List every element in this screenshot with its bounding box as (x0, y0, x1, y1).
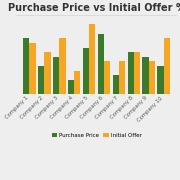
Bar (23, 38, 30, 180)
Bar (104, 62, 110, 180)
Bar (134, 52, 140, 180)
Bar (74, 71, 80, 180)
Bar (30, 43, 36, 180)
Legend: Purchase Price, Initial Offer: Purchase Price, Initial Offer (50, 131, 144, 140)
Bar (113, 75, 119, 180)
Bar (149, 62, 155, 180)
Bar (98, 33, 104, 180)
Title: Purchase Price vs Initial Offer %: Purchase Price vs Initial Offer % (8, 3, 180, 13)
Bar (119, 62, 125, 180)
Bar (38, 66, 44, 180)
Bar (83, 48, 89, 180)
Bar (68, 80, 74, 180)
Bar (142, 57, 149, 180)
Bar (89, 24, 95, 180)
Bar (59, 38, 66, 180)
Bar (157, 66, 164, 180)
Bar (164, 38, 170, 180)
Bar (128, 52, 134, 180)
Bar (53, 57, 59, 180)
Bar (44, 52, 51, 180)
